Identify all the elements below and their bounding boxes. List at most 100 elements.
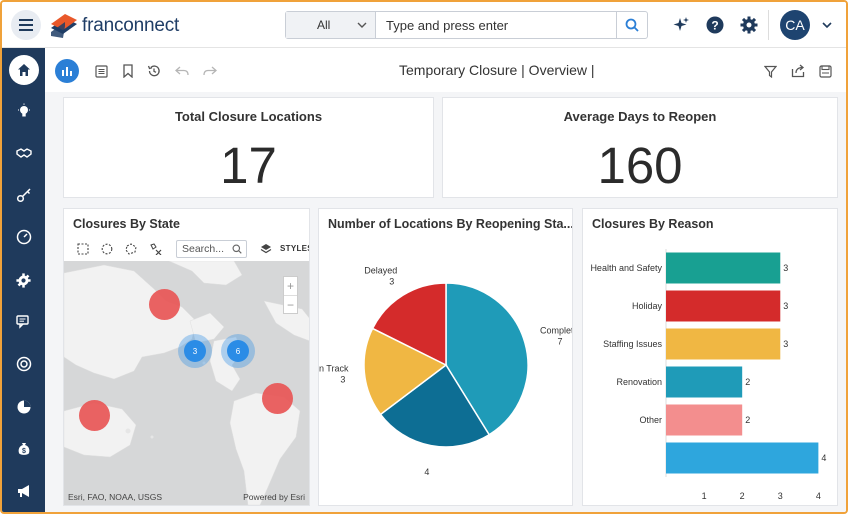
sidebar-item-support[interactable] (2, 351, 45, 377)
lifebuoy-icon (16, 356, 31, 372)
pie-slice-value: 3 (389, 277, 394, 287)
sidebar-item-ideas[interactable] (2, 98, 45, 124)
layers-icon[interactable] (260, 243, 272, 255)
pie-slice[interactable] (371, 282, 447, 367)
sidebar-item-finance[interactable]: $ (2, 436, 45, 462)
bar-chart-card: Closures By Reason Health and Safety 3 Hol… (582, 208, 838, 506)
chevron-down-icon (357, 22, 367, 28)
map-cluster[interactable]: 3 (178, 334, 212, 368)
bar[interactable] (666, 252, 781, 284)
menu-button[interactable] (11, 10, 41, 40)
save-icon (818, 64, 832, 78)
map-marker[interactable] (149, 289, 180, 320)
hamburger-icon (19, 19, 33, 31)
settings-button[interactable] (739, 15, 759, 35)
dashboard-view-button[interactable] (55, 59, 79, 83)
map-marker[interactable] (79, 400, 110, 431)
pie-slice-value: 4 (424, 467, 429, 477)
bookmark-button[interactable] (120, 63, 136, 79)
document-list-icon (94, 64, 108, 78)
map-card: Closures By State Search... (63, 208, 310, 506)
search-scope-select[interactable]: All (286, 12, 376, 38)
kpi-value: 160 (597, 137, 683, 194)
pie-chart-card: Number of Locations By Reopening Sta... … (318, 208, 573, 506)
bar[interactable] (666, 328, 781, 360)
pie-slice[interactable] (363, 327, 448, 416)
redo-button[interactable] (202, 63, 218, 79)
clear-selection-icon[interactable] (150, 243, 162, 255)
kpi-card-total-closures[interactable]: Total Closure Locations 17 (63, 97, 434, 198)
bookmark-icon (123, 64, 133, 78)
svg-text:?: ? (711, 19, 718, 33)
sidebar-item-marketing[interactable] (2, 478, 45, 504)
avatar-initials: CA (785, 17, 805, 33)
undo-button[interactable] (174, 63, 190, 79)
gauge-icon (16, 229, 31, 245)
sidebar-item-deals[interactable] (2, 140, 45, 166)
dashboard-toolbar: Temporary Closure | Overview | (45, 48, 846, 92)
bar[interactable] (666, 442, 819, 474)
bar[interactable] (666, 366, 743, 398)
sidebar-item-admin[interactable] (2, 267, 45, 293)
map-marker[interactable] (262, 383, 293, 414)
sidebar-item-performance[interactable] (2, 224, 45, 250)
map-attribution: Esri, FAO, NOAA, USGS (68, 492, 162, 502)
bar-value-label: 4 (821, 453, 826, 463)
rectangle-select-icon[interactable] (77, 243, 89, 255)
filter-button[interactable] (762, 63, 778, 79)
sidebar-item-access[interactable] (2, 182, 45, 208)
pie-slice-label: Delayed (364, 266, 397, 276)
search-input[interactable] (376, 12, 616, 38)
sidebar: $ (2, 48, 45, 512)
dashboard-content: Total Closure Locations 17 Average Days … (45, 92, 846, 512)
chevron-down-icon (822, 22, 832, 29)
gear-icon (16, 272, 31, 288)
user-menu-toggle[interactable] (817, 15, 837, 35)
filter-icon (763, 65, 777, 78)
search-icon (232, 244, 242, 254)
pie-slice-value: 3 (340, 375, 345, 385)
help-button[interactable]: ? (705, 15, 725, 35)
kpi-title: Total Closure Locations (174, 109, 323, 124)
global-search: All (285, 11, 648, 39)
bar-chart[interactable]: Health and Safety 3 Holiday 3 Staffing Issue… (583, 237, 838, 505)
save-button[interactable] (817, 63, 833, 79)
bar[interactable] (666, 404, 743, 436)
logo[interactable]: franconnect (49, 12, 179, 40)
list-view-button[interactable] (93, 63, 109, 79)
map-search-input[interactable]: Search... (176, 240, 247, 258)
bar-value-label: 3 (783, 339, 788, 349)
zoom-in-button[interactable]: + (286, 279, 294, 293)
bar-category-label: Renovation (616, 377, 662, 387)
search-button[interactable] (616, 12, 647, 38)
header-divider (768, 10, 769, 40)
share-button[interactable] (790, 63, 806, 79)
bar-value-label: 3 (783, 263, 788, 273)
map-styles-button[interactable]: STYLES (280, 244, 310, 253)
kpi-card-average-days[interactable]: Average Days to Reopen 160 (442, 97, 838, 198)
sidebar-item-messages[interactable] (2, 309, 45, 335)
page-title: Temporary Closure | Overview | (399, 62, 595, 78)
megaphone-icon (17, 485, 29, 497)
map-search-placeholder: Search... (182, 243, 225, 255)
map-zoom-controls: + − (283, 276, 298, 314)
ai-sparkle-button[interactable] (671, 15, 691, 35)
history-button[interactable] (146, 63, 162, 79)
user-avatar[interactable]: CA (780, 10, 810, 40)
lasso-select-icon[interactable] (125, 243, 137, 255)
bar-axis-tick: 4 (816, 491, 821, 501)
circle-select-icon[interactable] (101, 243, 113, 255)
bar-chart-icon (62, 67, 72, 76)
map-view[interactable]: + − 3 6 Esri, FAO, NOAA, USGS Powered by… (64, 261, 309, 505)
cluster-count: 3 (184, 340, 206, 362)
zoom-out-button[interactable]: − (284, 295, 297, 313)
sidebar-item-home[interactable] (9, 55, 39, 85)
pie-slice[interactable] (379, 363, 491, 448)
sidebar-item-reports[interactable] (2, 394, 45, 420)
bar[interactable] (666, 290, 781, 322)
pie-slice-label: Completed (540, 326, 573, 336)
redo-icon (203, 66, 217, 76)
map-toolbar: Search... STYLES (64, 239, 309, 261)
map-cluster[interactable]: 6 (221, 334, 255, 368)
